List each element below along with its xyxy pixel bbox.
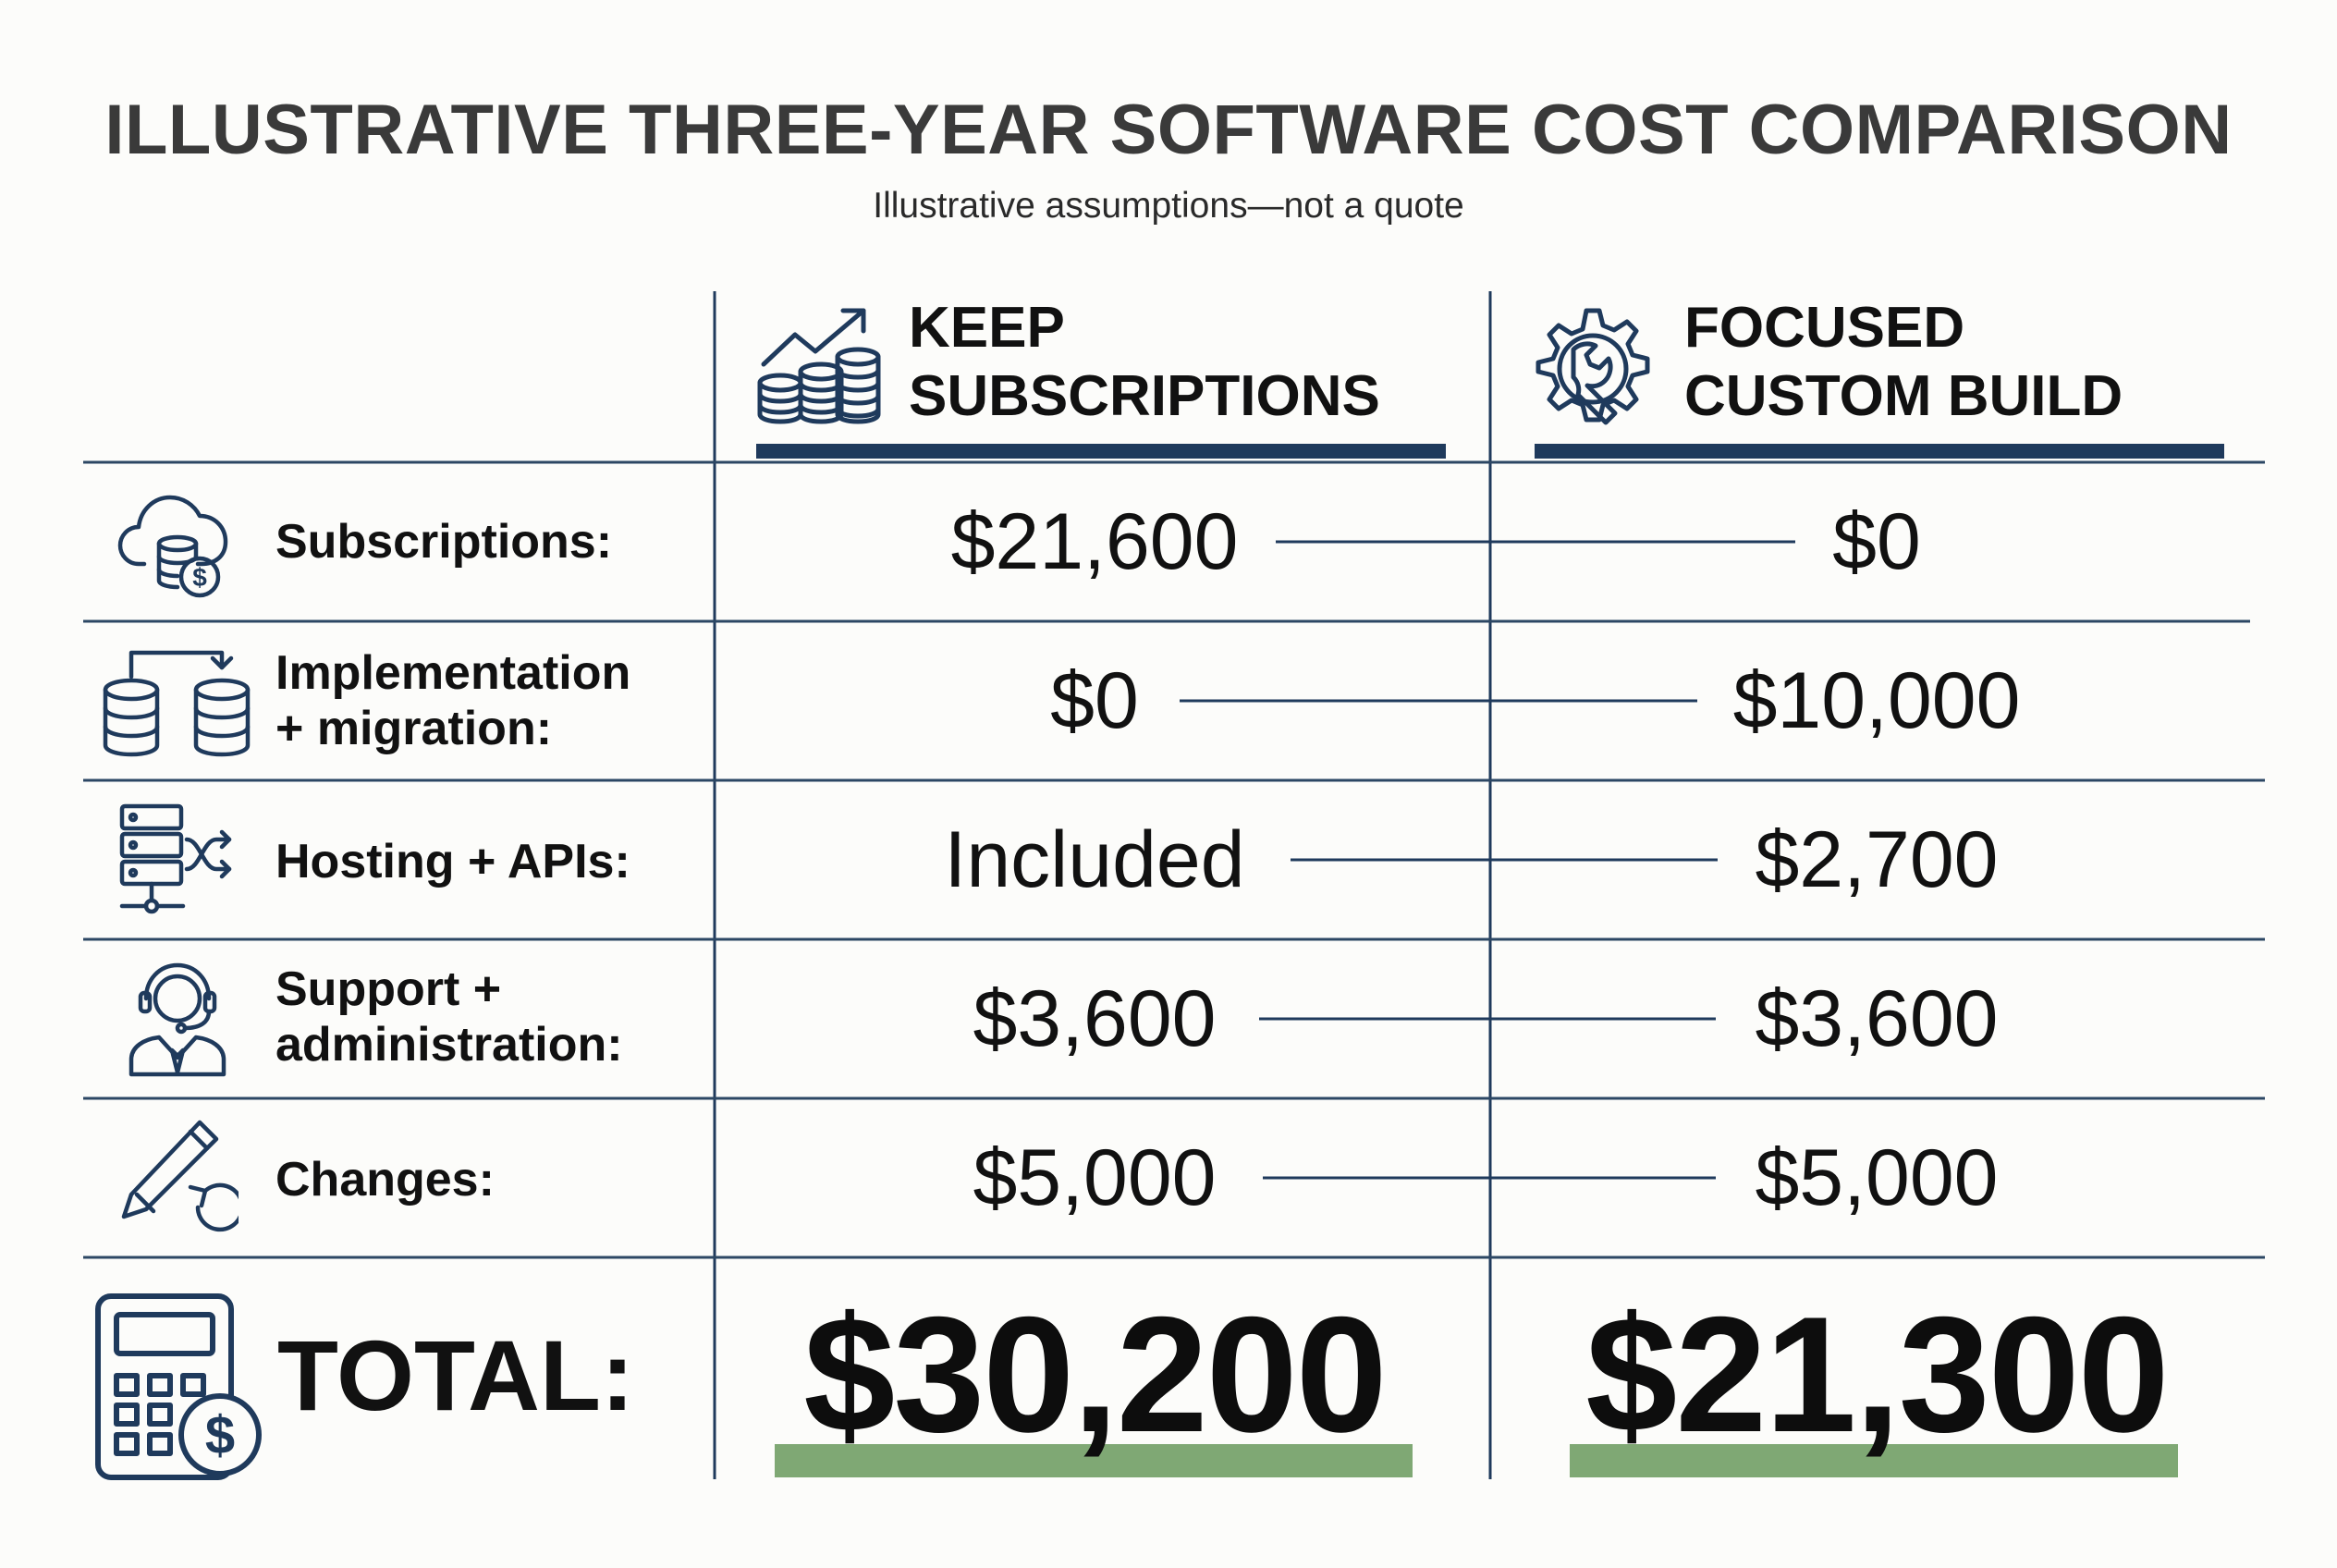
total-highlight-keep	[775, 1444, 1413, 1477]
page-title: ILLUSTRATIVE THREE-YEAR SOFTWARE COST CO…	[104, 91, 2233, 169]
server-network-icon	[119, 803, 232, 914]
total-label: TOTAL:	[277, 1319, 634, 1431]
column-header-custom-line1: FOCUSED	[1684, 296, 1965, 360]
row-label-line: Changes:	[275, 1153, 495, 1207]
column-header-custom: FOCUSED CUSTOM BUILD	[1684, 294, 2123, 431]
svg-text:$: $	[205, 1405, 235, 1465]
value-custom-hosting: $2,700	[1755, 815, 1999, 904]
value-keep-hosting: Included	[944, 815, 1245, 904]
column-header-keep-line2: SUBSCRIPTIONS	[909, 364, 1380, 428]
value-custom-implementation: $10,000	[1732, 656, 2021, 745]
row-label-line: Implementation	[275, 646, 631, 700]
row-label-line: Subscriptions:	[275, 515, 613, 569]
row-label-hosting: Hosting + APIs:	[275, 834, 630, 889]
header-bar-custom	[1535, 444, 2224, 459]
support-agent-icon	[128, 962, 226, 1077]
svg-text:$: $	[192, 563, 207, 592]
value-keep-implementation: $0	[1050, 656, 1139, 745]
row-label-line: + migration:	[275, 702, 553, 755]
pencil-undo-icon	[121, 1120, 239, 1232]
cloud-coins-icon: $	[117, 495, 228, 598]
value-custom-support: $3,600	[1755, 974, 1999, 1063]
column-header-keep-line1: KEEP	[909, 296, 1065, 360]
row-label-line: Support +	[275, 962, 502, 1016]
gear-wrench-icon	[1536, 308, 1650, 425]
row-label-changes: Changes:	[275, 1152, 495, 1207]
value-custom-subscriptions: $0	[1832, 497, 1921, 586]
column-header-keep: KEEP SUBSCRIPTIONS	[909, 294, 1380, 431]
page-subtitle: Illustrative assumptions—not a quote	[873, 186, 1464, 226]
total-highlight-custom	[1570, 1444, 2178, 1477]
value-keep-changes: $5,000	[973, 1133, 1217, 1222]
value-keep-support: $3,600	[973, 974, 1217, 1063]
calculator-dollar-icon: $	[95, 1293, 262, 1480]
row-label-subscriptions: Subscriptions:	[275, 514, 612, 570]
value-keep-subscriptions: $21,600	[950, 497, 1239, 586]
total-value-keep: $30,200	[803, 1282, 1387, 1466]
total-value-custom: $21,300	[1585, 1282, 2169, 1466]
row-label-support: Support + administration:	[275, 962, 623, 1072]
value-custom-changes: $5,000	[1755, 1133, 1999, 1222]
column-header-custom-line2: CUSTOM BUILD	[1684, 364, 2123, 428]
row-label-line: Hosting + APIs:	[275, 835, 630, 888]
row-label-line: administration:	[275, 1018, 623, 1072]
header-bar-keep	[756, 444, 1446, 459]
row-label-implementation: Implementation + migration:	[275, 645, 630, 756]
coins-growth-icon	[757, 308, 881, 424]
database-migration-icon	[103, 650, 251, 757]
